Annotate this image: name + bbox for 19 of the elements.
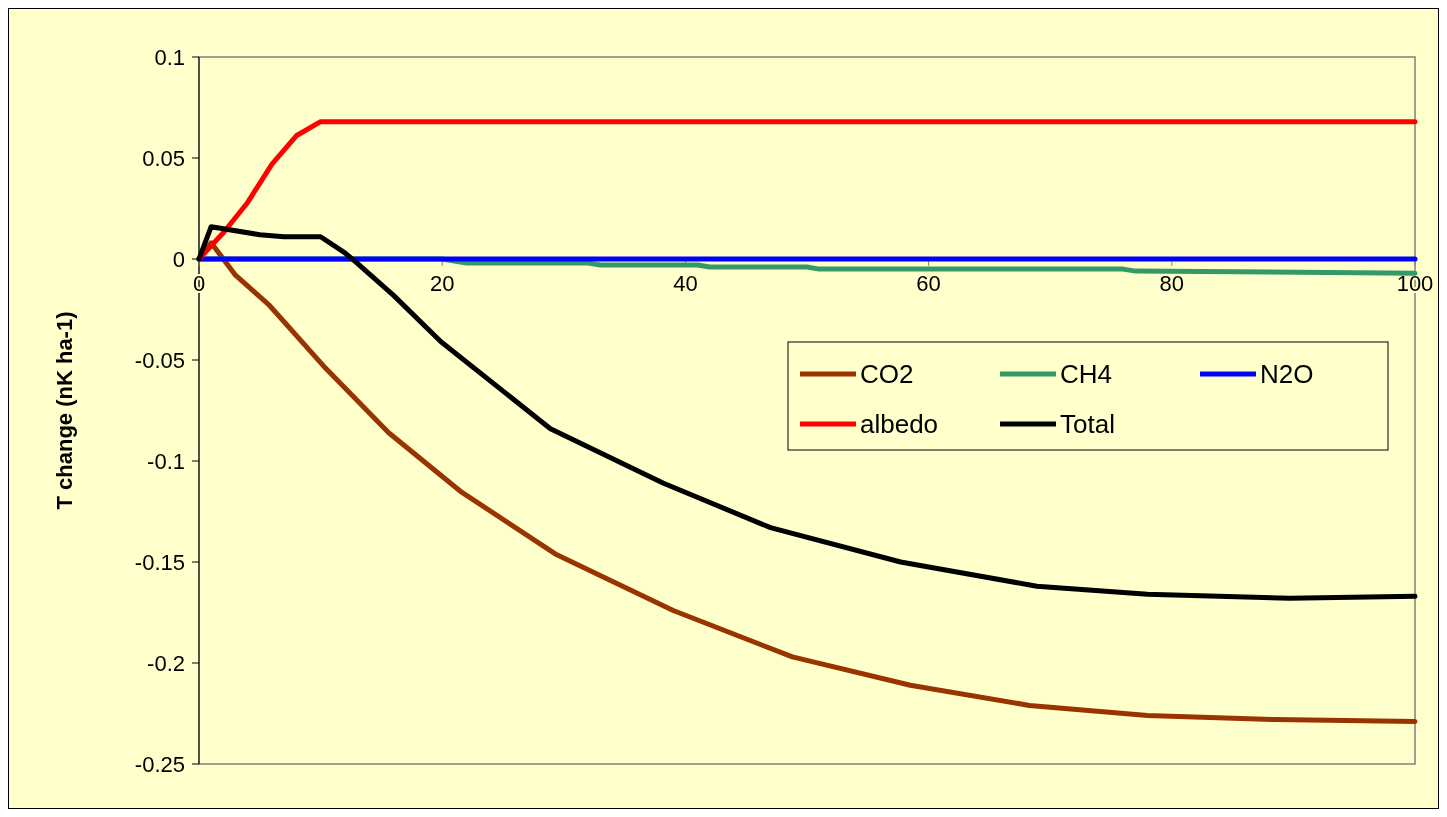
legend-label: CO2 [860,359,914,390]
legend-label: Total [1060,409,1115,440]
y-tick-label: -0.1 [147,448,185,474]
x-tick-label: 60 [916,271,941,296]
x-tick-label: 100 [1396,271,1434,296]
y-tick-label: -0.15 [134,549,185,575]
x-tick-label: 80 [1159,271,1185,296]
y-tick-label: -0.25 [134,751,185,777]
y-tick-label: 0.05 [142,145,185,171]
x-tick-label: 40 [673,271,698,296]
legend-label: CH4 [1060,359,1113,390]
x-tick-label: 20 [429,271,455,296]
y-axis-title: T change (nK ha-1) [52,311,77,510]
y-tick-label: 0.1 [154,44,185,70]
legend-label: albedo [860,409,939,440]
y-tick-label: -0.2 [147,650,185,676]
y-tick-label: 0 [172,246,185,272]
legend-label: N2O [1260,359,1314,390]
y-tick-label: -0.05 [134,347,185,373]
